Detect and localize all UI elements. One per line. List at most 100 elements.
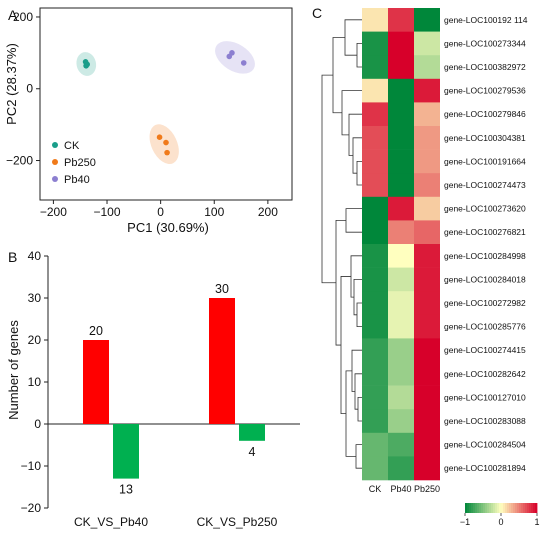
pca-plot: −200 −100 0 100 200 −200 0 200 CK Pb250 Pb40 — [6, 7, 293, 219]
heat-cell — [362, 244, 388, 268]
color-scale-tick-label: 1 — [534, 517, 539, 527]
heat-col-label: Pb40 — [390, 484, 411, 494]
heat-cell — [388, 362, 414, 386]
bar-data-label: 30 — [215, 282, 229, 296]
heat-cell — [388, 55, 414, 80]
heat-cell — [414, 291, 440, 316]
bar-ck_vs_pb250-0 — [209, 298, 235, 424]
heat-row-label: gene-LOC100274415 — [444, 345, 526, 355]
heat-cell — [414, 149, 440, 174]
heat-cell — [414, 8, 440, 32]
heat-row-label: gene-LOC100279846 — [444, 109, 526, 119]
bar-ck_vs_pb40-1 — [113, 424, 139, 479]
legend-label-pb250: Pb250 — [64, 157, 96, 169]
legend-marker-pb40 — [52, 176, 58, 182]
heat-cell — [388, 291, 414, 316]
color-scale-segment — [533, 503, 536, 513]
pca-xlabel: PC1 (30.69%) — [127, 220, 209, 235]
color-scale-segment — [519, 503, 522, 513]
heat-cell — [388, 314, 414, 339]
heat-row-label: gene-LOC100192 114 — [444, 15, 528, 25]
heat-row-label: gene-LOC100382972 — [444, 62, 526, 72]
heat-cell — [388, 338, 414, 363]
color-scale-segment — [517, 503, 520, 513]
pca-point-ck — [83, 62, 89, 69]
heat-row-label: gene-LOC100272982 — [444, 298, 526, 308]
color-scale-segment — [521, 503, 524, 513]
bar-ytick-label: 30 — [28, 291, 42, 305]
heat-cell — [362, 456, 388, 481]
pca-point-pb40 — [240, 60, 247, 66]
dendrogram-branch — [357, 397, 362, 422]
color-scale-segment — [531, 503, 534, 513]
heat-cell — [414, 385, 440, 410]
heat-row-label: gene-LOC100273620 — [444, 204, 526, 214]
heat-cell — [362, 31, 388, 56]
heat-row-label: gene-LOC100273344 — [444, 38, 526, 48]
dendrogram-branch — [348, 113, 362, 156]
heat-cell — [388, 126, 414, 150]
heat-row-label: gene-LOC100279536 — [444, 86, 526, 96]
pca-xtick-label: 100 — [204, 205, 224, 219]
color-scale-segment — [511, 503, 514, 513]
bar-data-label: 4 — [249, 445, 256, 459]
color-scale-legend: −1 0 1 — [460, 503, 540, 527]
color-scale-segment — [499, 503, 502, 513]
heat-col-label: Pb250 — [414, 484, 440, 494]
color-scale-segment — [479, 503, 482, 513]
panel-letter-b: B — [8, 249, 17, 265]
bar-ytick-label: 10 — [28, 375, 42, 389]
pca-ytick-label: 0 — [26, 82, 33, 96]
heat-cell — [362, 78, 388, 103]
heat-cell — [414, 173, 440, 198]
heat-cell — [414, 126, 440, 150]
heat-row-label: gene-LOC100274473 — [444, 180, 526, 190]
bar-plot: −20 −10 0 10 20 30 40 20 13 CK_VS_Pb40 30 4 CK_VS_Pb… — [21, 249, 300, 529]
dendrogram-branch — [341, 90, 362, 136]
dendrogram-branch — [353, 279, 362, 316]
heat-cell — [388, 385, 414, 410]
color-scale-segment — [465, 503, 468, 513]
heat-cell — [362, 220, 388, 245]
color-scale-segment — [505, 503, 508, 513]
dendrogram-branch — [356, 161, 362, 186]
color-scale-segment — [483, 503, 486, 513]
heat-cell — [414, 78, 440, 103]
bar-ytick-label: −10 — [21, 459, 42, 473]
heat-row-label: gene-LOC100283088 — [444, 416, 526, 426]
color-scale-segment — [473, 503, 476, 513]
pca-xtick-label: 0 — [157, 205, 164, 219]
pca-ellipse-pb40 — [215, 41, 255, 74]
dendrogram-branch — [356, 43, 362, 68]
color-scale-tick-label: 0 — [498, 517, 503, 527]
heat-cell — [414, 456, 440, 481]
heat-cell — [388, 456, 414, 481]
pca-xtick-label: −100 — [94, 205, 121, 219]
heat-cell — [362, 409, 388, 434]
heat-cell — [414, 409, 440, 434]
heat-cell — [388, 244, 414, 268]
dendrogram-branch — [345, 208, 362, 233]
heat-cell — [414, 362, 440, 386]
heat-row-label: gene-LOC100281894 — [444, 463, 526, 473]
heat-cell — [388, 267, 414, 292]
color-scale-segment — [477, 503, 480, 513]
bar-ytick-label: 20 — [28, 333, 42, 347]
pca-frame — [39, 7, 293, 201]
color-scale-segment — [481, 503, 484, 513]
color-scale-segment — [493, 503, 496, 513]
heat-cell — [362, 385, 388, 410]
color-scale-tick-label: −1 — [460, 517, 470, 527]
heat-cell — [388, 31, 414, 56]
bar-ytick-label: 0 — [34, 417, 41, 431]
heat-cell — [388, 432, 414, 457]
color-scale-segment — [513, 503, 516, 513]
bar-data-label: 13 — [119, 483, 133, 497]
heat-cell — [414, 314, 440, 339]
bar-ck_vs_pb250-1 — [239, 424, 265, 441]
dendrogram-branch — [352, 137, 362, 174]
heatmap: gene-LOC100192 114 gene-LOC100273344 gene-… — [362, 8, 528, 494]
heat-row-label: gene-LOC100282642 — [444, 369, 526, 379]
heat-row-label: gene-LOC100276821 — [444, 227, 526, 237]
